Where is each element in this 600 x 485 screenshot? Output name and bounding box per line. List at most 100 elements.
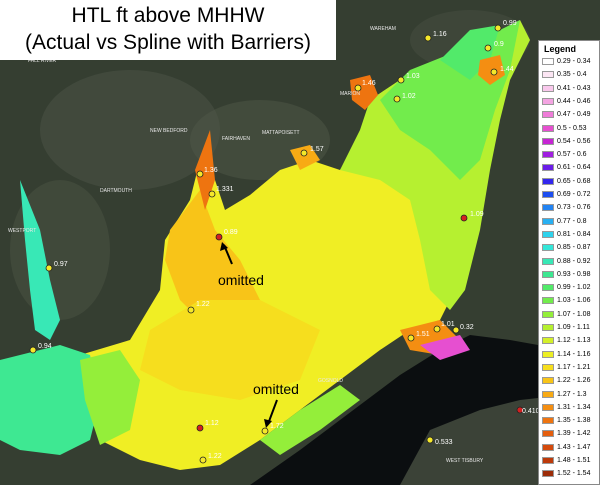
- station-marker[interactable]: [300, 149, 308, 157]
- legend-swatch: [542, 84, 554, 92]
- legend-swatch: [542, 310, 554, 318]
- station-label: 1.57: [310, 146, 324, 153]
- station-marker[interactable]: [516, 406, 524, 414]
- annotation-arrowhead: [264, 419, 272, 428]
- station-marker[interactable]: [208, 190, 216, 198]
- legend-swatch: [542, 457, 554, 464]
- title-box: HTL ft above MHHW (Actual vs Spline with…: [0, 0, 336, 60]
- annotation-text: omitted: [218, 272, 264, 288]
- station-label: 1.46: [362, 80, 376, 87]
- station-marker[interactable]: [45, 264, 53, 272]
- station-marker[interactable]: [187, 306, 195, 314]
- station-marker[interactable]: [393, 95, 401, 103]
- legend-swatch: [542, 217, 554, 225]
- station-marker[interactable]: [433, 325, 441, 333]
- legend-item: 1.52 - 1.54: [542, 469, 600, 479]
- station-marker[interactable]: [490, 68, 498, 76]
- legend-label: 0.65 - 0.68: [557, 177, 591, 185]
- legend-swatch: [542, 204, 554, 212]
- legend-label: 0.85 - 0.87: [557, 244, 591, 252]
- legend-label: 0.44 - 0.46: [557, 97, 591, 105]
- legend-item: 0.88 - 0.92: [542, 257, 600, 267]
- station-layer: 0.99 1.16 0.9 1.44 1.46 1.03 1.02 1.57 1…: [29, 20, 540, 464]
- legend-label: 0.35 - 0.4: [557, 71, 587, 79]
- river-orange: [195, 130, 215, 210]
- legend-title: Legend: [544, 44, 577, 54]
- legend-swatch: [542, 111, 554, 119]
- station-label: 1.331: [216, 186, 234, 193]
- legend-swatch: [542, 430, 554, 438]
- legend-label: 1.03 - 1.06: [557, 297, 591, 305]
- legend-swatch: [542, 177, 554, 185]
- legend-item: 0.65 - 0.68: [542, 177, 600, 187]
- station-marker[interactable]: [460, 214, 468, 222]
- legend-label: 0.61 - 0.64: [557, 164, 591, 172]
- legend-label: 0.77 - 0.8: [557, 217, 587, 225]
- legend-item: 0.41 - 0.43: [542, 84, 600, 94]
- legend-item: 0.35 - 0.4: [542, 70, 600, 80]
- station-marker[interactable]: [29, 346, 37, 354]
- station-marker[interactable]: [484, 44, 492, 52]
- station-marker[interactable]: [426, 436, 434, 444]
- station-marker[interactable]: [199, 456, 207, 464]
- station-marker[interactable]: [196, 170, 204, 178]
- legend-item: 1.31 - 1.34: [542, 403, 600, 413]
- hotspot-orange: [290, 145, 320, 170]
- place-label: FALL RIVER: [28, 58, 57, 64]
- station-marker[interactable]: [397, 76, 405, 84]
- legend-item: 1.17 - 1.21: [542, 363, 600, 373]
- legend-label: 1.31 - 1.34: [557, 403, 591, 411]
- station-label: 1.01: [441, 321, 455, 328]
- legend-swatch: [542, 164, 554, 172]
- legend-label: 1.43 - 1.47: [557, 443, 591, 451]
- legend-item: 0.47 - 0.49: [542, 110, 600, 120]
- legend-label: 1.09 - 1.11: [557, 324, 590, 331]
- station-label: 1.51: [416, 331, 430, 338]
- legend-swatch: [542, 58, 554, 65]
- legend-item: 0.85 - 0.87: [542, 243, 600, 253]
- legend-item: 0.93 - 0.98: [542, 270, 600, 280]
- land-patch: [40, 70, 220, 190]
- station-label: 0.94: [38, 343, 52, 350]
- station-marker[interactable]: [452, 326, 460, 334]
- legend-label: 0.69 - 0.72: [557, 191, 591, 198]
- legend-label: 0.81 - 0.84: [557, 230, 591, 238]
- legend-swatch: [542, 284, 554, 292]
- legend-item: 0.57 - 0.6: [542, 150, 600, 160]
- legend-item: 1.27 - 1.3: [542, 390, 600, 400]
- station-marker[interactable]: [215, 233, 223, 241]
- legend-item: 0.5 - 0.53: [542, 124, 600, 134]
- legend-item: 0.99 - 1.02: [542, 283, 600, 293]
- legend-label: 0.54 - 0.56: [557, 137, 591, 145]
- legend-item: 1.12 - 1.13: [542, 336, 600, 346]
- legend-label: 1.48 - 1.51: [557, 457, 591, 464]
- place-label: MATTAPOISETT: [262, 130, 300, 136]
- legend-label: 0.5 - 0.53: [557, 124, 587, 132]
- station-marker[interactable]: [354, 84, 362, 92]
- legend-swatch: [542, 403, 554, 411]
- station-label: 1.22: [196, 301, 210, 308]
- place-label: WEST TISBURY: [446, 458, 484, 464]
- island-land: [400, 398, 538, 485]
- station-label: 1.02: [402, 93, 416, 100]
- station-marker[interactable]: [424, 34, 432, 42]
- legend-item: 1.43 - 1.47: [542, 443, 600, 453]
- place-label: NEW BEDFORD: [150, 128, 188, 134]
- station-marker[interactable]: [196, 424, 204, 432]
- legend-item: 1.22 - 1.26: [542, 376, 600, 386]
- legend-item: 1.39 - 1.42: [542, 429, 600, 439]
- legend-panel: Legend 0.29 - 0.34 0.35 - 0.4 0.41 - 0.43 0…: [538, 40, 600, 485]
- station-marker[interactable]: [494, 24, 502, 32]
- station-label: 0.32: [460, 324, 474, 331]
- station-marker[interactable]: [407, 334, 415, 342]
- hotspot-magenta: [420, 335, 470, 360]
- legend-swatch: [542, 390, 554, 398]
- bay-green-deep: [440, 25, 500, 80]
- station-marker[interactable]: [261, 427, 269, 435]
- legend-item: 1.48 - 1.51: [542, 456, 600, 466]
- station-label: 0.89: [224, 229, 238, 236]
- legend-label: 1.52 - 1.54: [557, 470, 591, 478]
- station-label: 1.16: [433, 31, 447, 38]
- station-label: 0.97: [54, 261, 68, 268]
